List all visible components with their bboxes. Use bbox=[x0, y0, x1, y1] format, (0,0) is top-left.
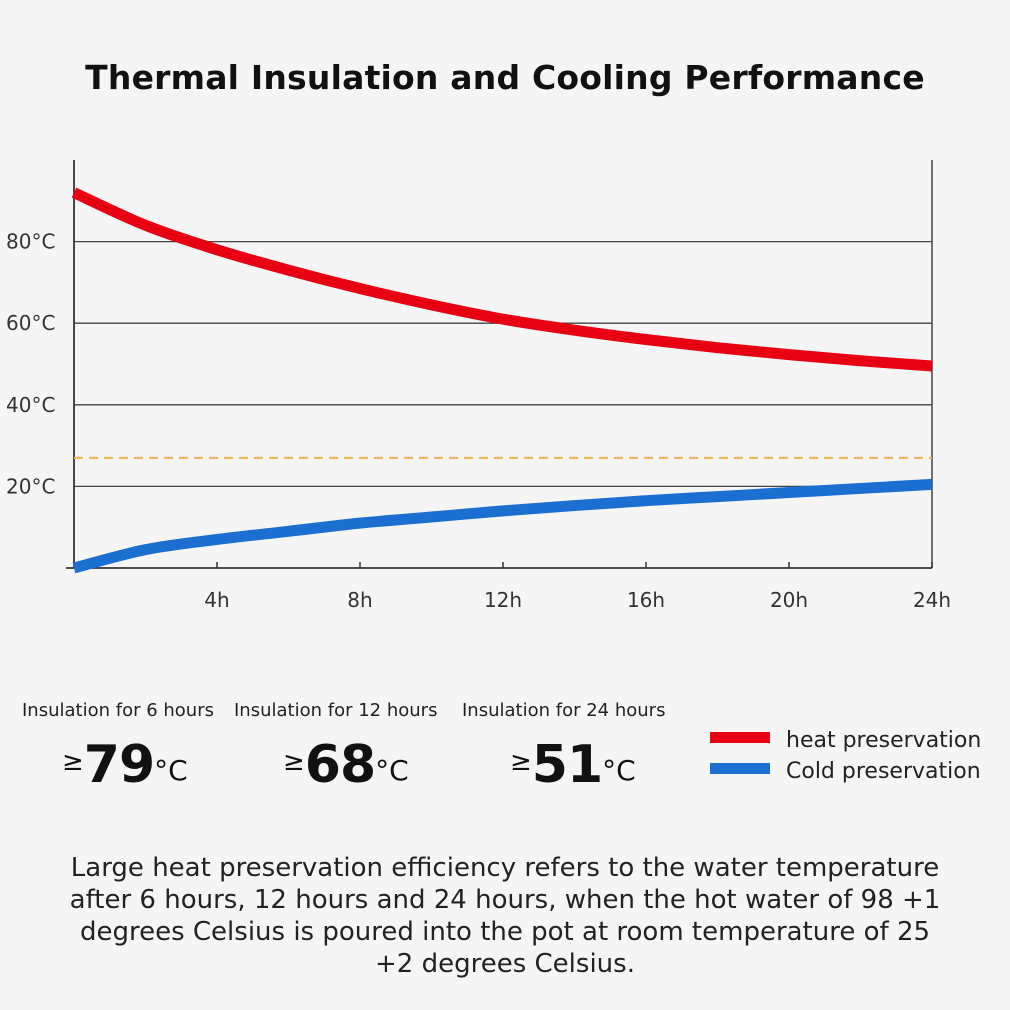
legend-swatch-cold bbox=[710, 763, 770, 774]
x-tick-label-24: 24h bbox=[913, 588, 951, 612]
axes bbox=[66, 160, 933, 569]
stat-number: 79 bbox=[83, 735, 155, 795]
series-lines bbox=[71, 187, 933, 574]
legend-swatch-heat bbox=[710, 732, 770, 743]
y-tick-label-60: 60°C bbox=[6, 311, 55, 335]
ge-symbol: ≥ bbox=[283, 747, 305, 777]
series-line-cold-preservation bbox=[72, 478, 933, 574]
legend-label-heat: heat preservation bbox=[786, 728, 982, 753]
ge-symbol: ≥ bbox=[510, 747, 532, 777]
ge-symbol: ≥ bbox=[62, 747, 84, 777]
y-tick-label-40: 40°C bbox=[6, 393, 55, 417]
stat-label-6h: Insulation for 6 hours bbox=[22, 700, 214, 721]
footnote: Large heat preservation efficiency refer… bbox=[69, 853, 941, 979]
stat-label-24h: Insulation for 24 hours bbox=[462, 700, 666, 721]
x-tick-label-12: 12h bbox=[484, 588, 522, 612]
legend-label-cold: Cold preservation bbox=[786, 759, 981, 784]
stat-number: 68 bbox=[304, 735, 376, 795]
stat-number: 51 bbox=[531, 735, 603, 795]
x-tick-label-20: 20h bbox=[770, 588, 808, 612]
line-chart: 20°C 40°C 60°C 80°C 4h 8h 12h 16h 20h 24h bbox=[6, 160, 951, 612]
stat-unit: °C bbox=[602, 754, 636, 787]
series-line-heat-preservation bbox=[71, 187, 933, 372]
y-tick-labels: 20°C 40°C 60°C 80°C bbox=[6, 230, 55, 499]
grid-lines bbox=[74, 240, 932, 488]
stat-value-6h: ≥79°C bbox=[62, 735, 188, 795]
x-tick-labels: 4h 8h 12h 16h 20h 24h bbox=[204, 588, 951, 612]
x-tick-label-8: 8h bbox=[347, 588, 372, 612]
chart-title: Thermal Insulation and Cooling Performan… bbox=[85, 58, 925, 97]
stat-label-12h: Insulation for 12 hours bbox=[234, 700, 438, 721]
stat-unit: °C bbox=[375, 754, 409, 787]
y-tick-label-80: 80°C bbox=[6, 230, 55, 254]
stat-value-24h: ≥51°C bbox=[510, 735, 636, 795]
stat-value-12h: ≥68°C bbox=[283, 735, 409, 795]
y-tick-label-20: 20°C bbox=[6, 474, 55, 498]
x-tick-label-16: 16h bbox=[627, 588, 665, 612]
x-tick-label-4: 4h bbox=[204, 588, 229, 612]
stat-unit: °C bbox=[154, 754, 188, 787]
